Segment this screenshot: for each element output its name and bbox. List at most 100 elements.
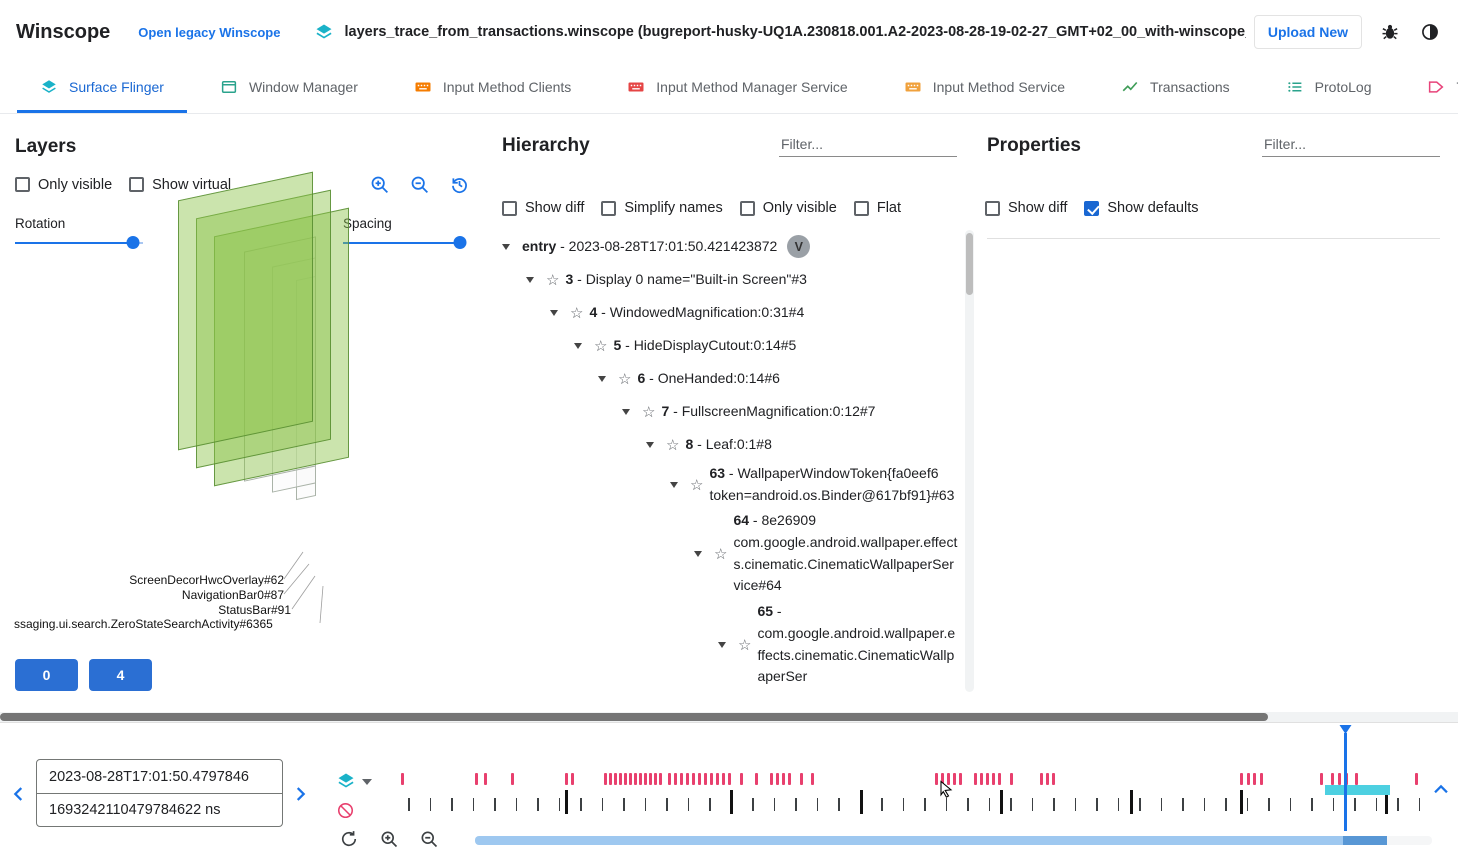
display-button-0[interactable]: 0 bbox=[15, 659, 78, 691]
upload-new-button[interactable]: Upload New bbox=[1253, 15, 1362, 49]
trace-select-caret-icon[interactable] bbox=[362, 779, 372, 785]
checkbox-box[interactable] bbox=[601, 200, 617, 216]
tab-transactions[interactable]: Transactions bbox=[1098, 64, 1253, 113]
star-icon[interactable]: ☆ bbox=[570, 304, 584, 322]
timeline-cursor[interactable] bbox=[1344, 733, 1347, 831]
expand-caret-icon[interactable] bbox=[550, 309, 558, 316]
hierarchy-filter-input[interactable] bbox=[779, 132, 957, 157]
tab-window-manager[interactable]: Window Manager bbox=[197, 64, 381, 113]
keyboard-icon bbox=[627, 78, 645, 96]
bug-report-icon[interactable] bbox=[1380, 22, 1400, 42]
checkbox-label: Show defaults bbox=[1107, 200, 1199, 216]
sf-event-tick bbox=[484, 773, 487, 785]
sf-event-tick bbox=[1253, 773, 1256, 785]
rotation-slider-thumb[interactable] bbox=[126, 236, 140, 249]
hierarchy-scrollbar-thumb[interactable] bbox=[966, 233, 973, 295]
expand-caret-icon[interactable] bbox=[526, 276, 534, 283]
expand-caret-icon[interactable] bbox=[694, 550, 702, 557]
expand-caret-icon[interactable] bbox=[598, 375, 606, 382]
expand-caret-icon[interactable] bbox=[622, 408, 630, 415]
layer-3d-shape[interactable] bbox=[178, 171, 313, 451]
reset-view-icon[interactable] bbox=[449, 174, 470, 195]
timeline-zoom-out-icon[interactable] bbox=[419, 829, 439, 849]
checkbox-box[interactable] bbox=[15, 177, 30, 192]
star-icon[interactable]: ☆ bbox=[690, 476, 704, 494]
timeline-reset-zoom-icon[interactable] bbox=[339, 829, 359, 849]
checkbox-box[interactable] bbox=[1084, 200, 1100, 216]
tree-node-65[interactable]: ☆ 65 - com.google.android.wallpaper.effec… bbox=[496, 599, 959, 690]
star-icon[interactable]: ☆ bbox=[642, 403, 656, 421]
tab-protolog[interactable]: ProtoLog bbox=[1263, 64, 1395, 113]
star-icon[interactable]: ☆ bbox=[594, 337, 608, 355]
timeline-zoom-selection[interactable] bbox=[1325, 785, 1390, 795]
timeline-canvas[interactable] bbox=[400, 725, 1432, 835]
checkbox-box[interactable] bbox=[739, 200, 755, 216]
tab-tr[interactable]: Tr bbox=[1404, 64, 1458, 113]
expand-caret-icon[interactable] bbox=[502, 243, 510, 250]
tab-input-method-manager-service[interactable]: Input Method Manager Service bbox=[604, 64, 870, 113]
star-icon[interactable]: ☆ bbox=[738, 636, 752, 654]
checkbox-show-diff[interactable]: Show diff bbox=[502, 200, 584, 216]
layers-icon bbox=[40, 78, 58, 96]
star-icon[interactable]: ☆ bbox=[666, 436, 680, 454]
human-timestamp-field[interactable]: 2023-08-28T17:01:50.4797846 bbox=[49, 768, 249, 785]
spacing-slider[interactable] bbox=[343, 236, 467, 250]
tab-input-method-clients[interactable]: Input Method Clients bbox=[391, 64, 594, 113]
tree-node-5[interactable]: ☆ 5 - HideDisplayCutout:0:14#5 bbox=[496, 329, 959, 362]
display-button-4[interactable]: 4 bbox=[89, 659, 152, 691]
checkbox-box[interactable] bbox=[985, 200, 1000, 216]
next-entry-icon[interactable] bbox=[289, 783, 311, 805]
rotation-slider[interactable] bbox=[15, 236, 143, 250]
properties-filter-input[interactable] bbox=[1262, 132, 1440, 157]
sf-event-tick bbox=[634, 773, 637, 785]
tree-node-3[interactable]: ☆ 3 - Display 0 name="Built-in Screen"#3 bbox=[496, 263, 959, 296]
ns-timestamp-field[interactable]: 1693242110479784622 ns bbox=[37, 793, 282, 826]
spacing-slider-thumb[interactable] bbox=[453, 236, 467, 249]
legacy-winscope-link[interactable]: Open legacy Winscope bbox=[138, 24, 281, 40]
spacing-slider-fill bbox=[343, 242, 461, 244]
expand-caret-icon[interactable] bbox=[646, 441, 654, 448]
star-icon[interactable]: ☆ bbox=[618, 370, 632, 388]
horizontal-scrollbar-thumb[interactable] bbox=[0, 713, 1268, 721]
zoom-in-icon[interactable] bbox=[369, 174, 390, 195]
tree-node-8[interactable]: ☆ 8 - Leaf:0:1#8 bbox=[496, 428, 959, 461]
sf-trace-icon[interactable] bbox=[336, 771, 356, 791]
tab-surface-flinger[interactable]: Surface Flinger bbox=[17, 64, 187, 113]
tree-node-4[interactable]: ☆ 4 - WindowedMagnification:0:31#4 bbox=[496, 296, 959, 329]
checkbox-box[interactable] bbox=[502, 200, 517, 216]
expand-caret-icon[interactable] bbox=[670, 481, 678, 488]
dark-mode-toggle-icon[interactable] bbox=[1420, 22, 1440, 42]
expand-caret-icon[interactable] bbox=[574, 342, 582, 349]
checkbox-only-visible[interactable]: Only visible bbox=[739, 200, 837, 216]
sf-event-tick bbox=[639, 773, 642, 785]
star-icon[interactable]: ☆ bbox=[546, 271, 560, 289]
checkbox-flat[interactable]: Flat bbox=[853, 200, 901, 216]
tree-node-6[interactable]: ☆ 6 - OneHanded:0:14#6 bbox=[496, 362, 959, 395]
checkbox-simplify-names[interactable]: Simplify names bbox=[601, 200, 723, 216]
horizontal-scrollbar[interactable] bbox=[0, 712, 1458, 722]
zoom-out-icon[interactable] bbox=[409, 174, 430, 195]
checkbox-box[interactable] bbox=[853, 200, 869, 216]
timeline-range-handle[interactable] bbox=[1343, 836, 1387, 845]
tree-node-64[interactable]: ☆ 64 - 8e26909 com.google.android.wallpap… bbox=[496, 508, 959, 599]
checkbox-only-visible[interactable]: Only visible bbox=[15, 177, 112, 193]
star-icon[interactable]: ☆ bbox=[714, 545, 728, 563]
timeline-range-fill bbox=[475, 836, 1345, 845]
checkbox-show-defaults[interactable]: Show defaults bbox=[1084, 200, 1198, 216]
transactions-trace-disabled-icon[interactable] bbox=[336, 801, 355, 820]
expand-timeline-icon[interactable] bbox=[1430, 779, 1452, 801]
prev-entry-icon[interactable] bbox=[8, 783, 30, 805]
timeline-zoom-in-icon[interactable] bbox=[379, 829, 399, 849]
tx-event-tick bbox=[1289, 798, 1291, 811]
tab-input-method-service[interactable]: Input Method Service bbox=[881, 64, 1088, 113]
hierarchy-scrollbar[interactable] bbox=[965, 230, 974, 692]
timeline-range-slider[interactable] bbox=[475, 836, 1432, 845]
checkbox-show-diff[interactable]: Show diff bbox=[985, 200, 1067, 216]
checkbox-show-virtual[interactable]: Show virtual bbox=[129, 177, 231, 193]
checkbox-box[interactable] bbox=[129, 177, 145, 192]
tree-node-7[interactable]: ☆ 7 - FullscreenMagnification:0:12#7 bbox=[496, 395, 959, 428]
tree-node-63[interactable]: ☆ 63 - WallpaperWindowToken{fa0eef6 token… bbox=[496, 461, 959, 508]
tree-node-entry[interactable]: entry - 2023-08-28T17:01:50.421423872 V bbox=[496, 230, 959, 263]
timeline-cursor-handle[interactable] bbox=[1339, 725, 1352, 734]
expand-caret-icon[interactable] bbox=[718, 641, 726, 648]
